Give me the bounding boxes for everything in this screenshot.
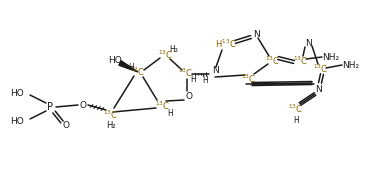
Text: $^{13}$C: $^{13}$C <box>313 63 328 75</box>
Polygon shape <box>119 61 138 72</box>
Text: H: H <box>202 76 208 84</box>
Text: H₂: H₂ <box>170 45 178 53</box>
Text: NH₂: NH₂ <box>342 61 359 69</box>
Text: $^{13}$C: $^{13}$C <box>103 109 118 121</box>
Text: HO: HO <box>108 56 122 64</box>
Text: H: H <box>128 62 134 72</box>
Text: N: N <box>306 39 312 47</box>
Text: $^{13}$C: $^{13}$C <box>130 66 145 78</box>
Text: O: O <box>63 121 70 130</box>
Text: N: N <box>316 84 322 94</box>
Text: $^{13}$C: $^{13}$C <box>241 73 256 85</box>
Text: NH₂: NH₂ <box>322 52 339 62</box>
Text: H: H <box>190 74 196 83</box>
Text: $^{13}$C: $^{13}$C <box>289 103 304 115</box>
Text: N: N <box>253 30 259 39</box>
Text: O: O <box>79 100 86 110</box>
Text: $^{13}$C: $^{13}$C <box>158 49 174 61</box>
Text: HO: HO <box>10 89 24 98</box>
Text: $^{13}$C: $^{13}$C <box>155 100 170 112</box>
Text: H$^{13}$C: H$^{13}$C <box>215 38 237 50</box>
Text: H₂: H₂ <box>106 121 116 131</box>
Text: $^{13}$C: $^{13}$C <box>178 67 194 79</box>
Text: O: O <box>185 92 192 100</box>
Text: HO: HO <box>10 116 24 126</box>
Text: $^{13}$C: $^{13}$C <box>265 55 281 67</box>
Text: H: H <box>167 109 173 117</box>
Text: N: N <box>212 66 219 74</box>
Text: $^{13}$C: $^{13}$C <box>293 55 308 67</box>
Text: P: P <box>47 102 53 112</box>
Text: H: H <box>293 116 299 125</box>
